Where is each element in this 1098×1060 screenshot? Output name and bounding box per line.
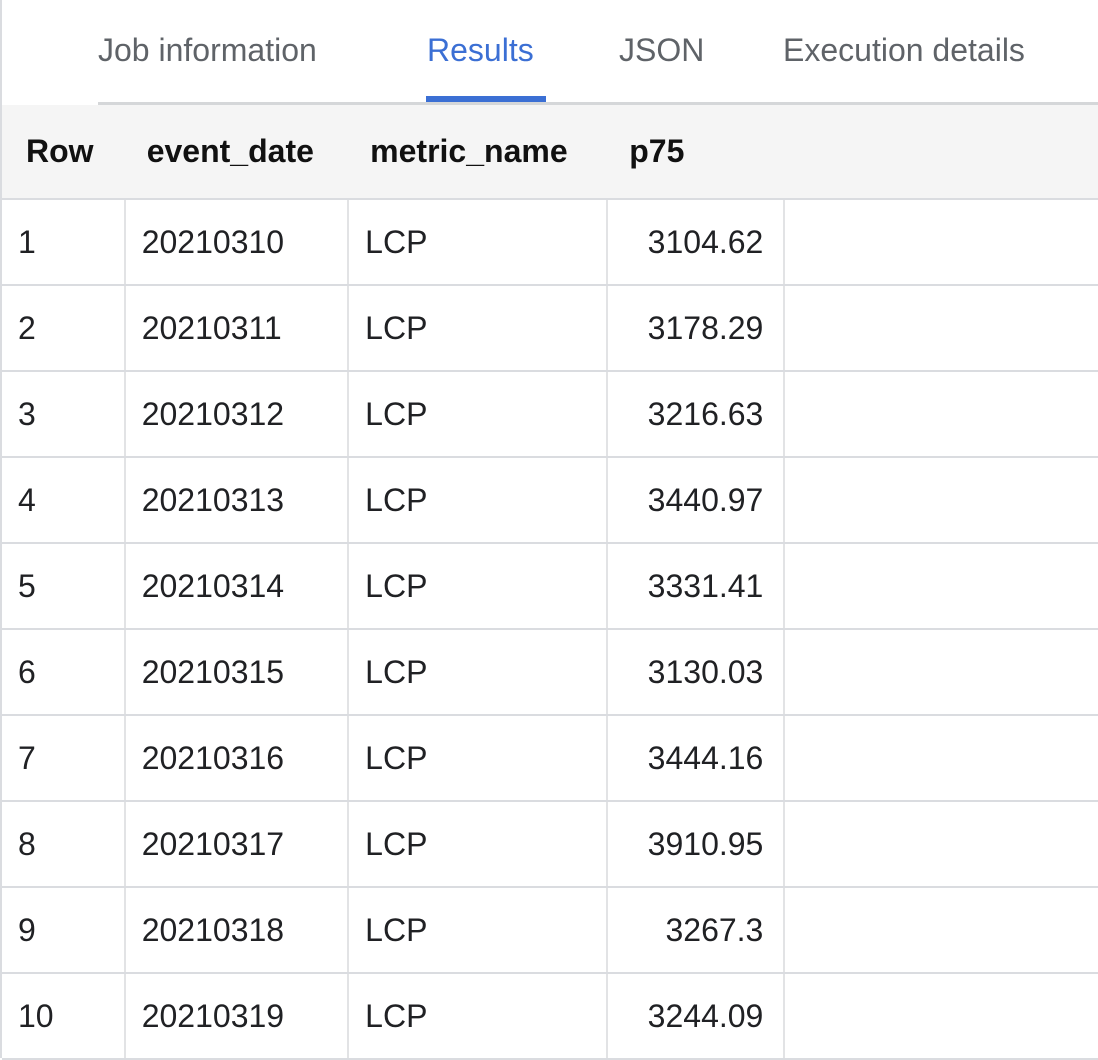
event-date-cell: 20210314 <box>124 543 350 630</box>
row-number: 4 <box>2 457 126 544</box>
row-number: 2 <box>2 285 126 372</box>
column-header-p75[interactable]: p75 <box>607 105 785 200</box>
metric-name-cell: LCP <box>348 543 609 630</box>
p75-cell: 3178.29 <box>607 285 786 372</box>
metric-name-cell: LCP <box>348 715 609 802</box>
empty-cell <box>784 715 1098 802</box>
event-date-cell: 20210318 <box>124 887 350 974</box>
row-number: 9 <box>2 887 126 974</box>
row-number: 5 <box>2 543 126 630</box>
active-tab-indicator <box>426 96 546 102</box>
empty-cell <box>784 371 1098 458</box>
p75-cell: 3910.95 <box>607 801 786 888</box>
tab-results[interactable]: Results <box>427 32 534 68</box>
empty-cell <box>784 543 1098 630</box>
column-header-event-date[interactable]: event_date <box>124 105 349 200</box>
table-row: 1 20210310 LCP 3104.62 <box>2 199 1098 286</box>
event-date-cell: 20210313 <box>124 457 350 544</box>
event-date-cell: 20210315 <box>124 629 350 716</box>
row-number: 10 <box>2 973 126 1060</box>
event-date-cell: 20210310 <box>124 199 350 286</box>
p75-cell: 3440.97 <box>607 457 786 544</box>
metric-name-cell: LCP <box>348 887 609 974</box>
tab-bar: Job information Results JSON Execution d… <box>0 0 1098 102</box>
table-row: 6 20210315 LCP 3130.03 <box>2 629 1098 716</box>
empty-cell <box>784 629 1098 716</box>
column-header-row[interactable]: Row <box>2 105 125 200</box>
table-header-row: Row event_date metric_name p75 <box>2 105 1098 200</box>
metric-name-cell: LCP <box>348 199 609 286</box>
empty-cell <box>784 973 1098 1060</box>
event-date-cell: 20210311 <box>124 285 350 372</box>
tab-job-information[interactable]: Job information <box>98 32 317 68</box>
table-row: 7 20210316 LCP 3444.16 <box>2 715 1098 802</box>
empty-cell <box>784 199 1098 286</box>
event-date-cell: 20210319 <box>124 973 350 1060</box>
tab-bar-divider <box>98 102 1098 105</box>
event-date-cell: 20210312 <box>124 371 350 458</box>
tab-execution-details[interactable]: Execution details <box>783 32 1025 68</box>
column-header-empty <box>784 105 1098 200</box>
p75-cell: 3216.63 <box>607 371 786 458</box>
panel-border <box>0 0 2 1058</box>
p75-cell: 3444.16 <box>607 715 786 802</box>
row-number: 8 <box>2 801 126 888</box>
empty-cell <box>784 457 1098 544</box>
table-row: 9 20210318 LCP 3267.3 <box>2 887 1098 974</box>
metric-name-cell: LCP <box>348 801 609 888</box>
row-number: 3 <box>2 371 126 458</box>
column-header-metric-name[interactable]: metric_name <box>348 105 608 200</box>
metric-name-cell: LCP <box>348 457 609 544</box>
metric-name-cell: LCP <box>348 371 609 458</box>
p75-cell: 3244.09 <box>607 973 786 1060</box>
p75-cell: 3104.62 <box>607 199 786 286</box>
event-date-cell: 20210317 <box>124 801 350 888</box>
metric-name-cell: LCP <box>348 285 609 372</box>
table-row: 8 20210317 LCP 3910.95 <box>2 801 1098 888</box>
metric-name-cell: LCP <box>348 629 609 716</box>
table-row: 2 20210311 LCP 3178.29 <box>2 285 1098 372</box>
empty-cell <box>784 801 1098 888</box>
p75-cell: 3130.03 <box>607 629 786 716</box>
empty-cell <box>784 285 1098 372</box>
row-number: 6 <box>2 629 126 716</box>
event-date-cell: 20210316 <box>124 715 350 802</box>
empty-cell <box>784 887 1098 974</box>
table-row: 4 20210313 LCP 3440.97 <box>2 457 1098 544</box>
row-number: 1 <box>2 199 126 286</box>
row-number: 7 <box>2 715 126 802</box>
metric-name-cell: LCP <box>348 973 609 1060</box>
tab-json[interactable]: JSON <box>619 32 705 68</box>
table-row: 10 20210319 LCP 3244.09 <box>2 973 1098 1060</box>
p75-cell: 3267.3 <box>607 887 786 974</box>
table-row: 3 20210312 LCP 3216.63 <box>2 371 1098 458</box>
results-table: Row event_date metric_name p75 1 20210310… <box>2 105 1098 1060</box>
table-row: 5 20210314 LCP 3331.41 <box>2 543 1098 630</box>
p75-cell: 3331.41 <box>607 543 786 630</box>
